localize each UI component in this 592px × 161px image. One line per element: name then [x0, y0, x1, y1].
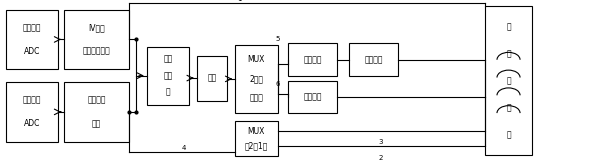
Text: 电流采样: 电流采样 [22, 23, 41, 32]
Text: 器: 器 [506, 130, 511, 139]
Text: （2选1）: （2选1） [244, 141, 268, 150]
Bar [235, 45, 278, 113]
Text: 3: 3 [379, 139, 384, 146]
Text: 励: 励 [166, 88, 170, 97]
Text: ADC: ADC [24, 47, 40, 56]
Bar [64, 10, 129, 69]
Text: MUX: MUX [247, 127, 265, 136]
Text: 5: 5 [276, 36, 280, 42]
Bar [288, 43, 337, 76]
Text: 1: 1 [237, 0, 242, 2]
Text: 正弦: 正弦 [163, 55, 173, 64]
Text: 第二滤波: 第二滤波 [87, 95, 106, 104]
Text: 第一滤波放大: 第一滤波放大 [83, 47, 110, 56]
Text: 放大: 放大 [207, 74, 217, 83]
Text: 接: 接 [506, 22, 511, 31]
Bar [235, 121, 278, 156]
Bar [147, 47, 189, 105]
Bar [64, 82, 129, 142]
Text: ADC: ADC [24, 119, 40, 128]
Text: 标准电阻: 标准电阻 [364, 55, 383, 64]
Bar [197, 56, 227, 101]
Text: 感: 感 [506, 103, 511, 112]
Text: 放大: 放大 [92, 119, 101, 128]
Text: MUX: MUX [247, 55, 265, 64]
Text: 4: 4 [181, 145, 186, 151]
Bar [6, 10, 58, 69]
Bar [485, 6, 532, 155]
Text: 电压采样: 电压采样 [22, 95, 41, 104]
Bar [349, 43, 398, 76]
Text: 6: 6 [275, 81, 280, 87]
Bar [288, 80, 337, 113]
Text: 2路切: 2路切 [249, 74, 263, 83]
Text: 传: 传 [506, 76, 511, 85]
Text: 粗粗电阻: 粗粗电阻 [303, 55, 322, 64]
Text: 近: 近 [506, 49, 511, 58]
Text: IV转换: IV转换 [88, 23, 105, 32]
Text: 换开关: 换开关 [249, 94, 263, 103]
Text: 波激: 波激 [163, 71, 173, 80]
Bar [6, 82, 58, 142]
Text: 2: 2 [379, 155, 383, 161]
Text: 精密电阻: 精密电阻 [303, 92, 322, 101]
